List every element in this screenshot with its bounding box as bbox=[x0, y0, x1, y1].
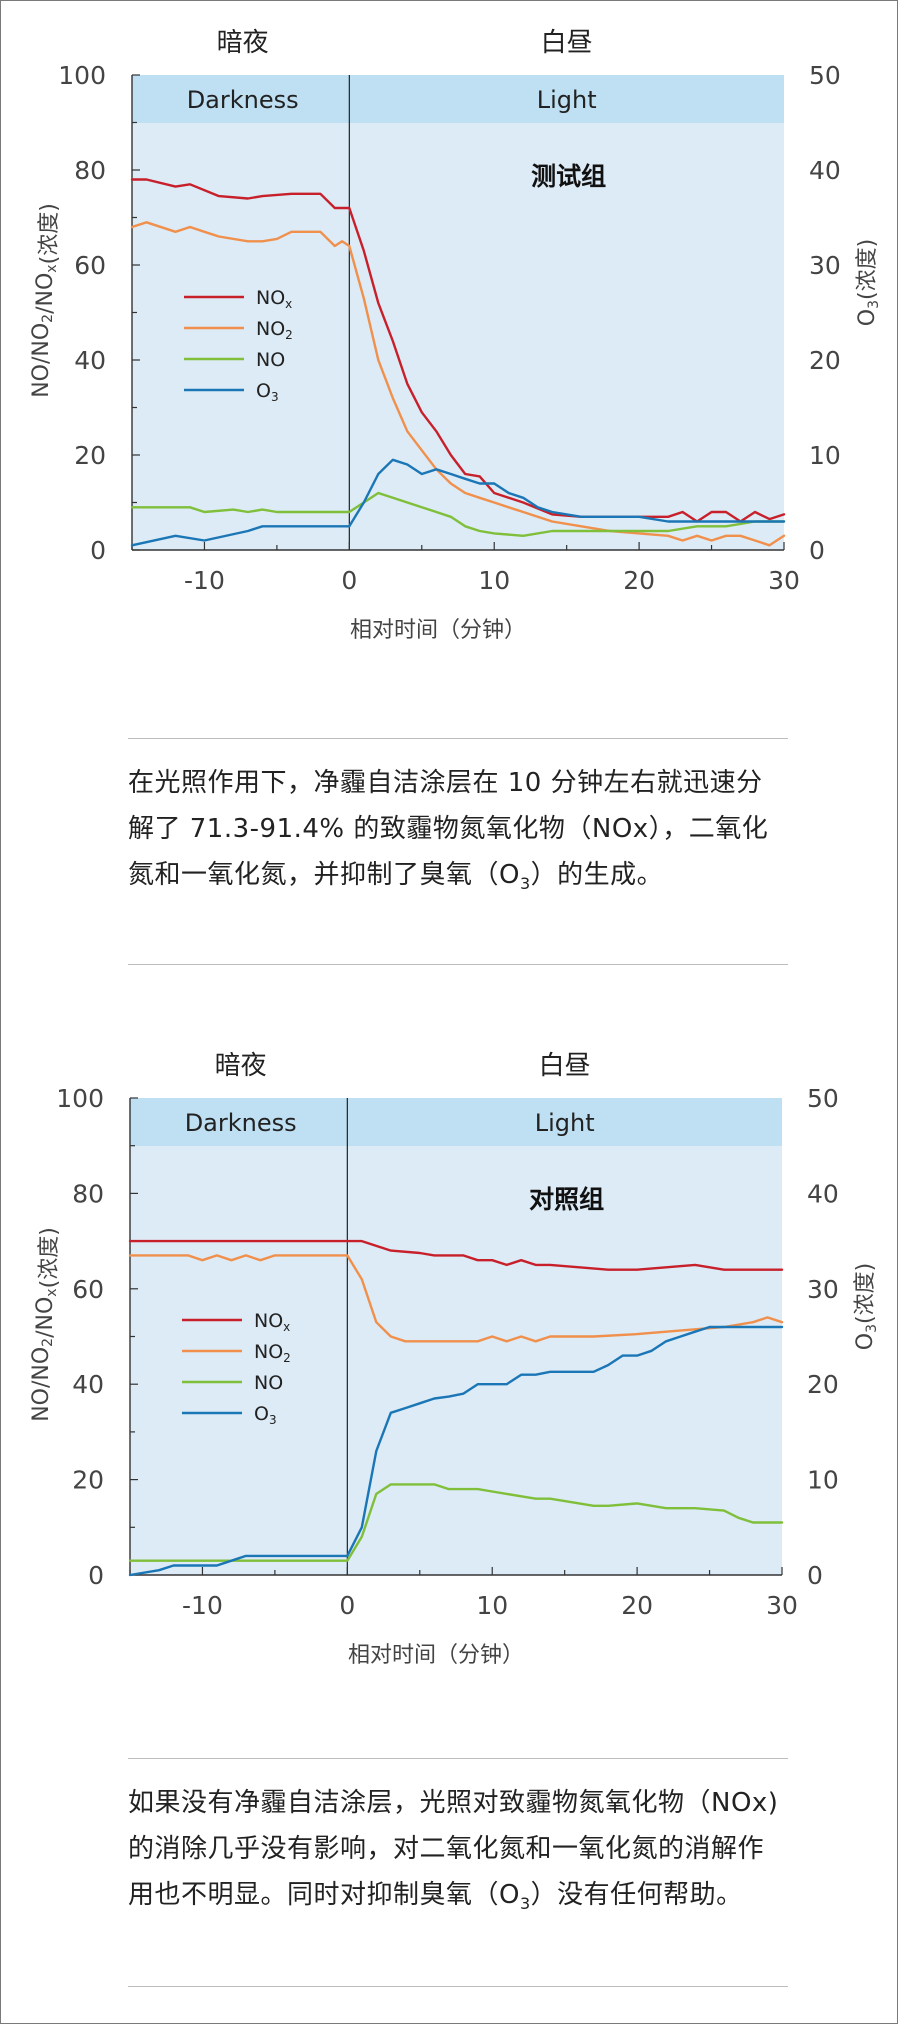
caption-text-end: ）的生成。 bbox=[530, 860, 664, 890]
x-axis-label: 相对时间（分钟） bbox=[350, 618, 526, 643]
period-dark-label: 暗夜 bbox=[217, 28, 269, 58]
period-band bbox=[132, 75, 784, 123]
y-axis-label-right: O3(浓度) bbox=[853, 1263, 880, 1350]
series-line-no bbox=[130, 491, 786, 537]
test-group-chart: 暗夜 白昼 Darkness Light 测试组 0 20 40 60 80 100 0 10 20 30 4… bbox=[0, 0, 900, 690]
series-line-nox bbox=[128, 1239, 784, 1271]
legend-label-o3: O3 bbox=[256, 380, 279, 404]
y-left-tick-label: 0 bbox=[90, 536, 106, 565]
y-left-tick-label: 80 bbox=[72, 1179, 104, 1208]
y-axis-label-left: NO/NO2/NOx(浓度) bbox=[29, 1227, 62, 1422]
series-line-nox bbox=[130, 178, 786, 523]
control-group-caption: 如果没有净霾自洁涂层，光照对致霾物氮氧化物（NOx) 的消除几乎没有影响，对二氧… bbox=[128, 1780, 788, 1927]
x-tick-label: -10 bbox=[184, 566, 225, 595]
group-label: 测试组 bbox=[531, 162, 606, 191]
y-axis-label-right: O3(浓度) bbox=[855, 239, 882, 326]
band-darkness-label: Darkness bbox=[185, 1109, 297, 1137]
y-left-tick-label: 100 bbox=[56, 1084, 104, 1113]
y-left-tick-label: 80 bbox=[74, 156, 106, 185]
y-right-tick-label: 40 bbox=[807, 1179, 839, 1208]
divider bbox=[128, 964, 788, 965]
caption-text-end: ）没有任何帮助。 bbox=[530, 1880, 743, 1910]
x-tick-label: 30 bbox=[768, 566, 800, 595]
band-light-label: Light bbox=[535, 1109, 595, 1137]
period-light-label: 白昼 bbox=[541, 28, 593, 58]
x-axis-label: 相对时间（分钟） bbox=[348, 1643, 524, 1668]
x-tick-label: 30 bbox=[766, 1591, 798, 1620]
divider bbox=[128, 1758, 788, 1759]
legend-label-no: NO bbox=[254, 1372, 283, 1394]
y-right-tick-label: 30 bbox=[809, 251, 841, 280]
y-left-tick-label: 100 bbox=[58, 61, 106, 90]
y-right-tick-label: 50 bbox=[807, 1084, 839, 1113]
x-tick-label: 0 bbox=[339, 1591, 355, 1620]
caption-subscript: 3 bbox=[519, 874, 531, 894]
control-group-chart: 暗夜 白昼 Darkness Light 对照组 0 20 40 60 80 100 0 10 20 30 4… bbox=[0, 1020, 900, 1710]
band-darkness-label: Darkness bbox=[187, 86, 299, 114]
x-tick-label: 20 bbox=[623, 566, 655, 595]
y-right-tick-label: 20 bbox=[809, 346, 841, 375]
group-label: 对照组 bbox=[529, 1185, 604, 1214]
y-left-tick-label: 20 bbox=[72, 1466, 104, 1495]
series-line-o3 bbox=[128, 1325, 784, 1577]
legend-label-nox: NOx bbox=[256, 287, 292, 311]
y-left-tick-label: 40 bbox=[72, 1370, 104, 1399]
period-band bbox=[130, 1098, 782, 1146]
y-left-tick-label: 20 bbox=[74, 441, 106, 470]
x-tick-label: 0 bbox=[341, 566, 357, 595]
y-left-tick-label: 40 bbox=[74, 346, 106, 375]
legend-label-no2: NO2 bbox=[256, 318, 293, 342]
caption-text: 如果没有净霾自洁涂层，光照对致霾物氮氧化物（NOx) 的消除几乎没有影响，对二氧… bbox=[128, 1788, 779, 1910]
legend-label-nox: NOx bbox=[254, 1310, 290, 1334]
y-right-tick-label: 40 bbox=[809, 156, 841, 185]
series-line-no2 bbox=[130, 221, 786, 547]
legend-label-no: NO bbox=[256, 349, 285, 371]
y-right-tick-label: 0 bbox=[807, 1561, 823, 1590]
legend-label-no2: NO2 bbox=[254, 1341, 291, 1365]
y-right-tick-label: 50 bbox=[809, 61, 841, 90]
y-left-tick-label: 60 bbox=[74, 251, 106, 280]
series-line-no bbox=[128, 1483, 784, 1562]
x-tick-label: 10 bbox=[476, 1591, 508, 1620]
x-tick-label: -10 bbox=[182, 1591, 223, 1620]
y-axis-label-left: NO/NO2/NOx(浓度) bbox=[29, 203, 62, 398]
y-left-tick-label: 0 bbox=[88, 1561, 104, 1590]
y-right-tick-label: 10 bbox=[807, 1466, 839, 1495]
period-light-label: 白昼 bbox=[539, 1051, 591, 1081]
test-group-caption: 在光照作用下，净霾自洁涂层在 10 分钟左右就迅速分解了 71.3-91.4% … bbox=[128, 760, 788, 907]
y-right-tick-label: 0 bbox=[809, 536, 825, 565]
y-right-tick-label: 20 bbox=[807, 1370, 839, 1399]
divider bbox=[128, 738, 788, 739]
x-tick-label: 20 bbox=[621, 1591, 653, 1620]
caption-subscript: 3 bbox=[519, 1894, 531, 1914]
divider bbox=[128, 1986, 788, 1987]
x-tick-label: 10 bbox=[478, 566, 510, 595]
series-line-no2 bbox=[128, 1254, 784, 1343]
caption-text: 在光照作用下，净霾自洁涂层在 10 分钟左右就迅速分解了 71.3-91.4% … bbox=[128, 768, 769, 890]
y-left-tick-label: 60 bbox=[72, 1275, 104, 1304]
plot-area bbox=[132, 75, 784, 550]
period-dark-label: 暗夜 bbox=[215, 1051, 267, 1081]
plot-area bbox=[130, 1098, 782, 1575]
y-right-tick-label: 30 bbox=[807, 1275, 839, 1304]
legend-label-o3: O3 bbox=[254, 1403, 277, 1427]
series-line-o3 bbox=[130, 458, 786, 547]
y-right-tick-label: 10 bbox=[809, 441, 841, 470]
band-light-label: Light bbox=[537, 86, 597, 114]
